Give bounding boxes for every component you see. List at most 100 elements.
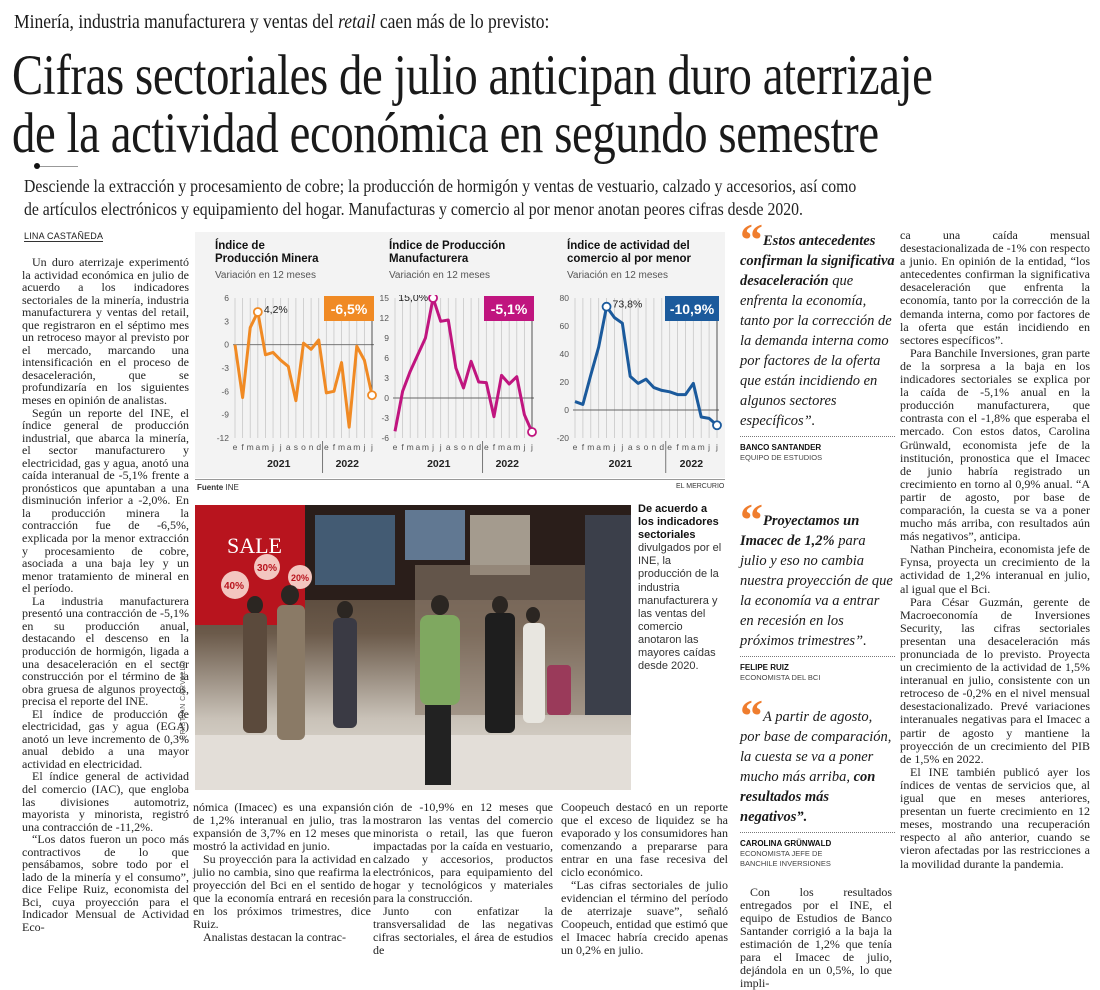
month-tick-label: m [603, 442, 610, 452]
y-tick-label: 40 [560, 349, 570, 359]
month-tick-label: a [347, 442, 352, 452]
month-tick-label: m [422, 442, 429, 452]
quote-mark-icon: “ [740, 230, 760, 250]
month-tick-label: j [439, 442, 442, 452]
month-tick-label: j [530, 442, 533, 452]
month-tick-label: d [659, 442, 664, 452]
month-tick-label: e [393, 442, 398, 452]
screen [315, 515, 395, 585]
month-tick-label: o [461, 442, 466, 452]
y-tick-label: 3 [384, 373, 389, 383]
y-tick-label: -9 [221, 410, 229, 420]
quote-source: CAROLINA GRÜNWALD [740, 839, 895, 849]
month-tick-label: m [338, 442, 345, 452]
month-tick-label: m [247, 442, 254, 452]
y-tick-label: -3 [381, 413, 389, 423]
month-tick-label: m [407, 442, 414, 452]
month-tick-label: o [301, 442, 306, 452]
quote-role: ECONOMISTA DEL BCI [740, 673, 895, 683]
store-photo: SALE 30% 40% 20% [195, 505, 631, 790]
paragraph: Para César Guzmán, gerente de Macroecono… [900, 596, 1090, 766]
year-label: 2021 [609, 458, 633, 470]
chart-title: Índice de actividad del comercio al por … [567, 240, 697, 266]
month-tick-label: f [493, 442, 496, 452]
paragraph: Para Banchile Inversiones, gran parte de… [900, 347, 1090, 543]
quote-text: para julio y eso no cambia nuestra proye… [740, 533, 893, 649]
y-tick-label: 15 [380, 295, 390, 303]
month-tick-label: j [522, 442, 525, 452]
caption-text: divulgados por el INE, la producción de … [638, 542, 721, 672]
paragraph: Un duro aterrizaje experimentó la activi… [22, 256, 189, 407]
article-column-3: ción de -10,9% en 12 meses que mostraron… [373, 801, 553, 957]
chart-mining: Índice de Producción Minera Variación en… [215, 240, 385, 281]
month-tick-label: s [294, 442, 298, 452]
month-tick-label: s [454, 442, 458, 452]
y-tick-label: 20 [560, 377, 570, 387]
last-value-marker [528, 428, 536, 436]
month-tick-label: j [370, 442, 373, 452]
peak-marker [603, 303, 611, 311]
paragraph: nómica (Imacec) es una expansión de 1,2%… [193, 801, 371, 853]
last-value-marker [713, 421, 721, 429]
y-tick-label: -6 [221, 386, 229, 396]
y-tick-label: -12 [217, 433, 230, 443]
kicker-text: Minería, industria manufacturera y venta… [14, 12, 338, 33]
headline-line-2: de la actividad económica en segundo sem… [12, 105, 879, 162]
y-tick-label: -6 [381, 433, 389, 443]
source-label: Fuente [197, 483, 223, 492]
month-tick-label: d [476, 442, 481, 452]
pull-quote-3: “A partir de agosto, por base de compara… [740, 706, 895, 868]
article-column-4: Coopeuch destacó en un reporte que el ex… [561, 801, 728, 957]
month-tick-label: n [652, 442, 657, 452]
peak-label: 73,8% [613, 299, 643, 311]
peak-marker [254, 308, 262, 316]
paragraph: Junto con enfatizar la transversalidad d… [373, 905, 553, 957]
article-column-2: nómica (Imacec) es una expansión de 1,2%… [193, 801, 371, 944]
source-value: INE [225, 483, 238, 492]
quote-source: FELIPE RUIZ [740, 663, 895, 673]
chart-title: Índice de Producción Minera [215, 240, 325, 266]
kicker-italic: retail [338, 12, 375, 33]
paragraph: El INE también publicó ayer los índices … [900, 766, 1090, 871]
month-tick-label: j [707, 442, 710, 452]
month-tick-label: e [667, 442, 672, 452]
month-tick-label: j [715, 442, 718, 452]
quote-source: BANCO SANTANDER [740, 443, 895, 453]
pull-quote-2: “Proyectamos un Imacec de 1,2% para juli… [740, 510, 895, 683]
month-tick-label: f [676, 442, 679, 452]
month-tick-label: a [255, 442, 260, 452]
y-tick-label: -20 [557, 433, 570, 443]
month-tick-label: m [262, 442, 269, 452]
chart-subtitle: Variación en 12 meses [389, 270, 545, 281]
peak-marker [429, 295, 437, 302]
headline-divider [36, 166, 78, 167]
month-tick-label: a [691, 442, 696, 452]
article-column-5: Con los resultados entregados por el INE… [740, 886, 892, 990]
paragraph: El índice de producción de electricidad,… [22, 708, 189, 771]
year-label: 2022 [680, 458, 704, 470]
month-tick-label: j [612, 442, 615, 452]
month-tick-label: m [513, 442, 520, 452]
month-tick-label: o [644, 442, 649, 452]
paragraph: La industria manufacturera presentó una … [22, 595, 189, 708]
month-tick-label: n [309, 442, 314, 452]
quote-bold: Estos antecedentes confirman la signific… [740, 233, 895, 289]
y-tick-label: -3 [221, 363, 229, 373]
year-label: 2021 [427, 458, 451, 470]
sale-sign: SALE [227, 533, 282, 558]
paragraph: ción de -10,9% en 12 meses que mostraron… [373, 801, 553, 905]
year-label: 2022 [496, 458, 520, 470]
floor [195, 735, 631, 790]
year-label: 2021 [267, 458, 291, 470]
photo-caption: De acuerdo a los indicadores sectoriales… [638, 503, 726, 673]
paragraph: ca una caída mensual desestacionalizada … [900, 229, 1090, 347]
discount-text: 30% [257, 563, 277, 574]
byline: LINA CASTAÑEDA [24, 231, 103, 242]
month-tick-label: a [286, 442, 291, 452]
y-tick-label: 6 [224, 295, 229, 303]
y-tick-label: 60 [560, 321, 570, 331]
paragraph: Con los resultados entregados por el INE… [740, 886, 892, 990]
